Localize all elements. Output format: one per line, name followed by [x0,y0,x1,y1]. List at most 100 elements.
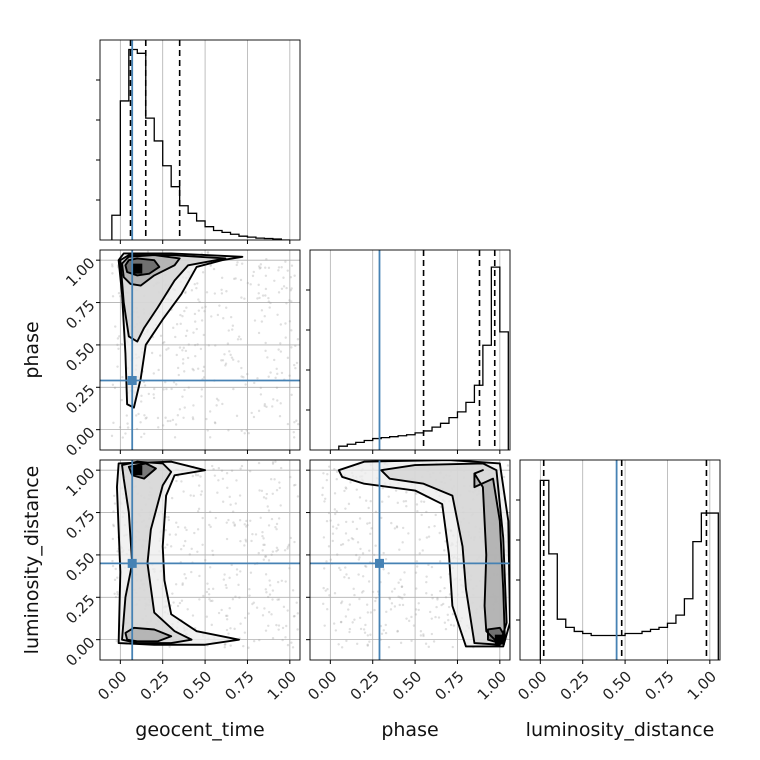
sample-point [216,313,220,317]
sample-point [185,306,188,309]
sample-point [242,644,245,648]
sample-point [364,564,367,568]
sample-point [266,505,269,508]
sample-point [452,624,456,627]
sample-point [366,634,370,637]
sample-point [199,475,202,478]
sample-point [225,471,229,475]
sample-point [257,461,261,465]
panel-frame-2-0 [99,459,301,661]
sample-point [159,334,163,337]
sample-point [232,387,235,391]
sample-point [228,607,231,610]
sample-point [434,513,437,517]
sample-point [384,631,388,635]
sample-point [380,632,384,635]
sample-point [167,347,170,350]
sample-point [289,536,292,540]
sample-point [335,470,339,473]
sample-point [321,486,325,490]
sample-point [225,290,228,293]
sample-point [193,283,196,286]
sample-point [223,646,226,649]
sample-point [277,628,280,631]
sample-point [382,568,385,571]
sample-point [201,306,204,309]
sample-point [116,365,119,368]
sample-point [234,277,237,280]
sample-point [348,627,352,631]
sample-point [207,593,211,596]
sample-point [267,300,271,303]
sample-point [196,528,200,531]
sample-point [175,353,178,357]
sample-point [359,547,362,551]
sample-point [417,602,420,605]
sample-point [361,552,365,555]
sample-point [179,313,182,317]
sample-point [231,324,235,327]
sample-point [326,608,329,611]
sample-point [252,601,256,604]
sample-point [277,269,280,272]
sample-point [255,606,259,609]
sample-point [401,597,404,600]
sample-point [265,591,268,594]
sample-point [292,484,296,487]
sample-point [249,571,253,574]
sample-point [277,291,281,294]
sample-point [286,545,290,548]
density-peak [132,263,143,274]
joint-geocent_time-luminosity_distance [100,460,300,660]
sample-point [248,594,251,597]
sample-point [356,541,360,544]
sample-point [117,291,121,295]
sample-point [111,272,114,275]
sample-point [341,542,345,546]
sample-point [238,596,241,599]
sample-point [161,341,165,345]
sample-point [143,414,146,417]
sample-point [181,362,185,365]
sample-point [244,540,248,543]
sample-point [182,416,185,419]
sample-point [380,516,383,520]
sample-point [161,424,165,427]
sample-point [172,326,175,330]
sample-point [157,426,160,429]
sample-point [110,434,114,438]
sample-point [322,472,325,475]
sample-point [243,544,246,547]
sample-point [435,605,438,609]
sample-point [257,265,261,268]
sample-point [171,418,175,422]
sample-point [285,302,288,305]
sample-point [116,576,119,579]
sample-point [209,525,212,529]
sample-point [451,613,455,616]
sample-point [190,570,193,574]
sample-point [187,343,191,346]
sample-point [267,624,270,627]
sample-point [229,353,232,357]
sample-point [147,392,151,396]
sample-point [355,642,359,646]
sample-point [140,435,143,439]
sample-point [440,603,443,607]
sample-point [447,618,450,622]
sample-point [344,532,348,535]
sample-point [190,547,193,551]
sample-point [261,530,264,534]
sample-point [124,432,127,435]
sample-point [367,506,370,510]
sample-point [294,366,297,370]
sample-point [232,521,235,524]
sample-point [401,603,405,607]
sample-point [211,553,215,557]
sample-point [224,364,227,367]
x-axis-label-geocent_time: geocent_time [135,719,264,741]
sample-point [256,377,259,380]
sample-point [111,383,115,386]
sample-point [344,615,348,618]
contour-level-2 [380,462,508,646]
